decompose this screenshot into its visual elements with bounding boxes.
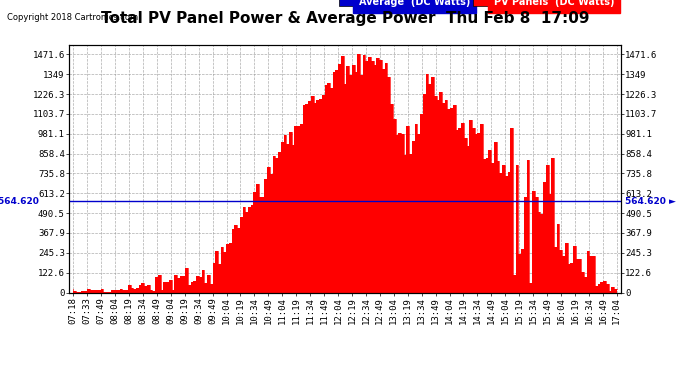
- Text: 564.620 ►: 564.620 ►: [625, 196, 676, 206]
- Text: Copyright 2018 Cartronics.com: Copyright 2018 Cartronics.com: [7, 13, 138, 22]
- Text: Total PV Panel Power & Average Power  Thu Feb 8  17:09: Total PV Panel Power & Average Power Thu…: [101, 11, 589, 26]
- Text: ◄ 564.620: ◄ 564.620: [0, 196, 39, 206]
- Legend: Average  (DC Watts), PV Panels  (DC Watts): Average (DC Watts), PV Panels (DC Watts): [337, 0, 616, 9]
